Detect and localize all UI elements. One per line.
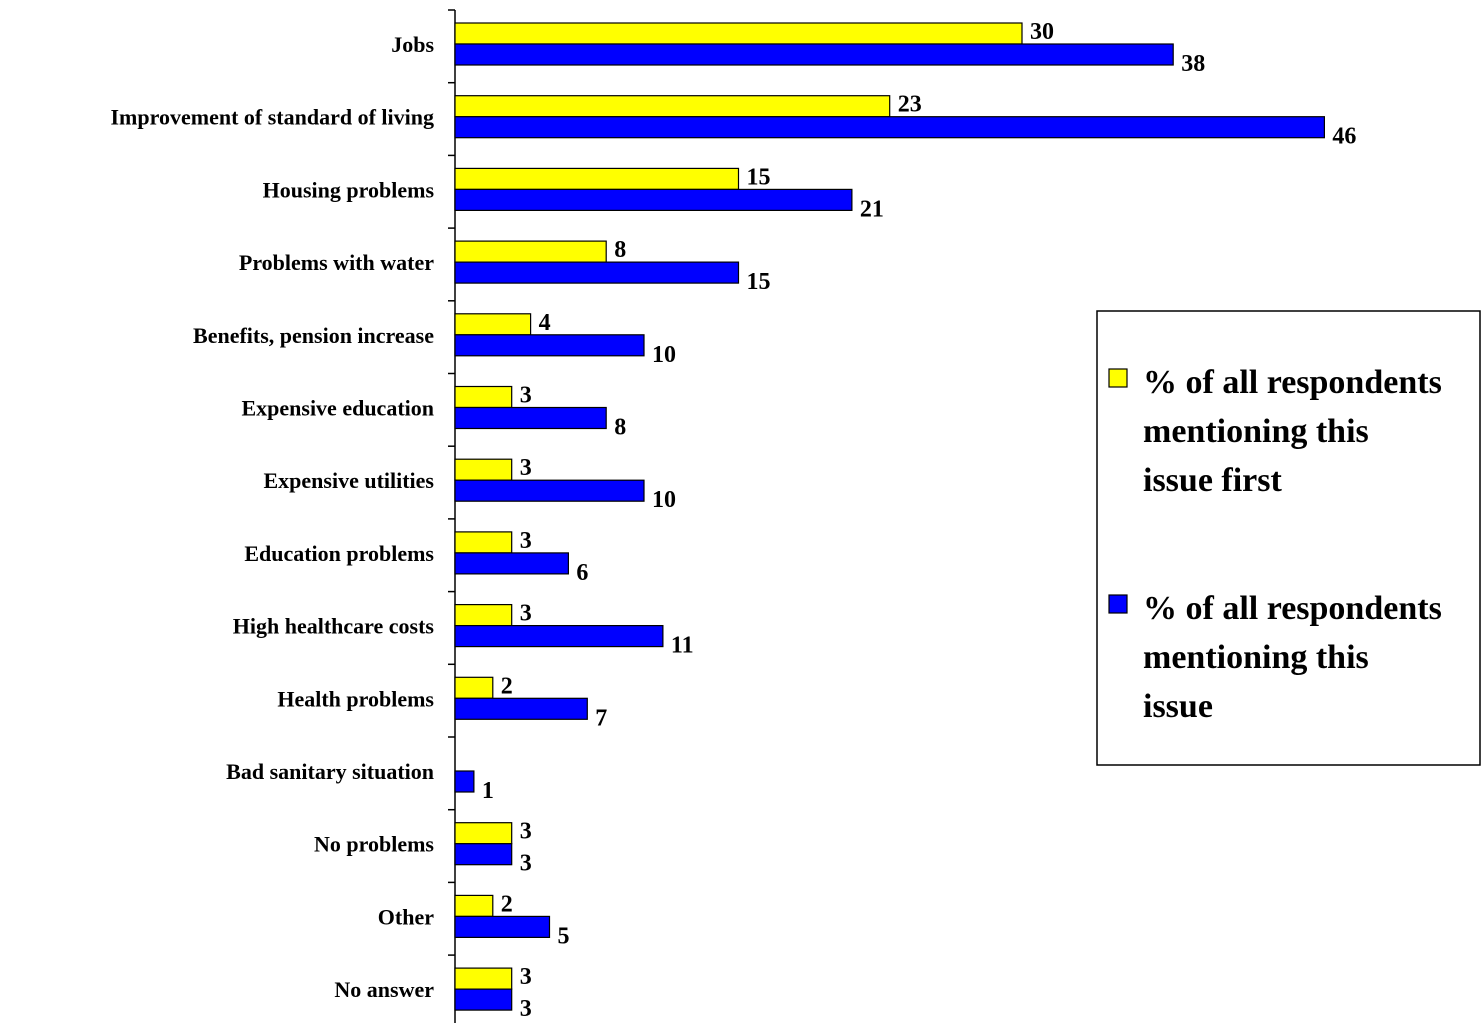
category-labels: Jobs Improvement of standard of living Hou…	[111, 32, 435, 1002]
bar-any-mention	[454, 843, 513, 866]
bar-first-mention	[454, 167, 740, 190]
value-label: 3	[520, 383, 532, 409]
category-label: No problems	[314, 832, 434, 857]
bar-any-mention	[454, 116, 1326, 139]
bar-any-mention	[454, 479, 645, 502]
value-label: 11	[671, 633, 694, 659]
value-label: 3	[520, 819, 532, 845]
bar-any-mention	[454, 770, 475, 793]
value-label: 10	[652, 342, 676, 368]
bar-any-mention	[454, 406, 607, 430]
bar-first-mention	[454, 240, 607, 263]
value-label: 3	[520, 455, 532, 481]
legend: % of all respondents mentioning this issue…	[1096, 310, 1481, 766]
bar-first-mention	[454, 385, 513, 409]
bar-first-mention	[454, 967, 513, 990]
value-label: 3	[520, 601, 532, 627]
legend-label: mentioning this	[1143, 413, 1369, 450]
value-label: 21	[860, 196, 884, 222]
bar-any-mention	[454, 988, 513, 1011]
value-label: 3	[520, 528, 532, 554]
legend-swatch	[1108, 594, 1128, 614]
value-label: 1	[482, 778, 494, 804]
value-label: 38	[1181, 51, 1205, 77]
category-label: Benefits, pension increase	[193, 323, 434, 348]
legend-label: mentioning this	[1143, 639, 1369, 676]
category-label: Health problems	[277, 686, 434, 711]
bar-any-mention	[454, 334, 645, 357]
legend-label: issue	[1143, 688, 1213, 725]
value-label: 46	[1332, 124, 1356, 150]
category-label: No answer	[334, 977, 434, 1002]
bars-layer	[454, 22, 1326, 1011]
value-label: 3	[520, 851, 532, 877]
value-label: 10	[652, 487, 676, 513]
bar-any-mention	[454, 915, 551, 939]
value-label: 4	[539, 310, 551, 336]
bar-any-mention	[454, 261, 740, 284]
value-label: 2	[501, 673, 513, 699]
category-label: Bad sanitary situation	[226, 759, 434, 784]
category-label: Improvement of standard of living	[111, 105, 435, 130]
bar-first-mention	[454, 894, 494, 918]
legend-swatch	[1108, 368, 1128, 388]
bar-any-mention	[454, 188, 853, 211]
value-label: 8	[614, 237, 626, 263]
value-label: 5	[558, 923, 570, 949]
value-label: 15	[747, 164, 771, 190]
legend-label: % of all respondents	[1143, 590, 1442, 627]
legend-box	[1096, 310, 1481, 766]
category-label: Problems with water	[239, 250, 434, 275]
value-label: 2	[501, 891, 513, 917]
value-label: 3	[520, 996, 532, 1022]
bar-first-mention	[454, 603, 513, 627]
bar-any-mention	[454, 43, 1174, 66]
axis-layer	[448, 9, 456, 1023]
legend-label: % of all respondents	[1143, 364, 1442, 401]
category-label: Expensive education	[241, 396, 434, 421]
category-label: Other	[378, 904, 434, 929]
bar-first-mention	[454, 95, 891, 118]
bar-first-mention	[454, 313, 532, 336]
bar-first-mention	[454, 822, 513, 845]
bar-first-mention	[454, 531, 513, 554]
category-label: Expensive utilities	[263, 468, 434, 493]
bar-any-mention	[454, 697, 588, 720]
category-label: Education problems	[244, 541, 434, 566]
value-label: 8	[614, 415, 626, 441]
category-label: Housing problems	[263, 177, 435, 202]
value-label: 15	[747, 269, 771, 295]
value-label: 30	[1030, 19, 1054, 45]
bar-first-mention	[454, 458, 513, 481]
value-label: 3	[520, 964, 532, 990]
value-label: 23	[898, 92, 922, 118]
value-label: 6	[576, 560, 588, 586]
bar-any-mention	[454, 624, 664, 648]
bar-any-mention	[454, 552, 570, 575]
value-label: 7	[595, 705, 607, 731]
category-label: Jobs	[391, 32, 434, 57]
legend-label: issue first	[1143, 462, 1283, 499]
category-label: High healthcare costs	[233, 614, 435, 639]
bar-first-mention	[454, 676, 494, 699]
bar-first-mention	[454, 22, 1023, 45]
